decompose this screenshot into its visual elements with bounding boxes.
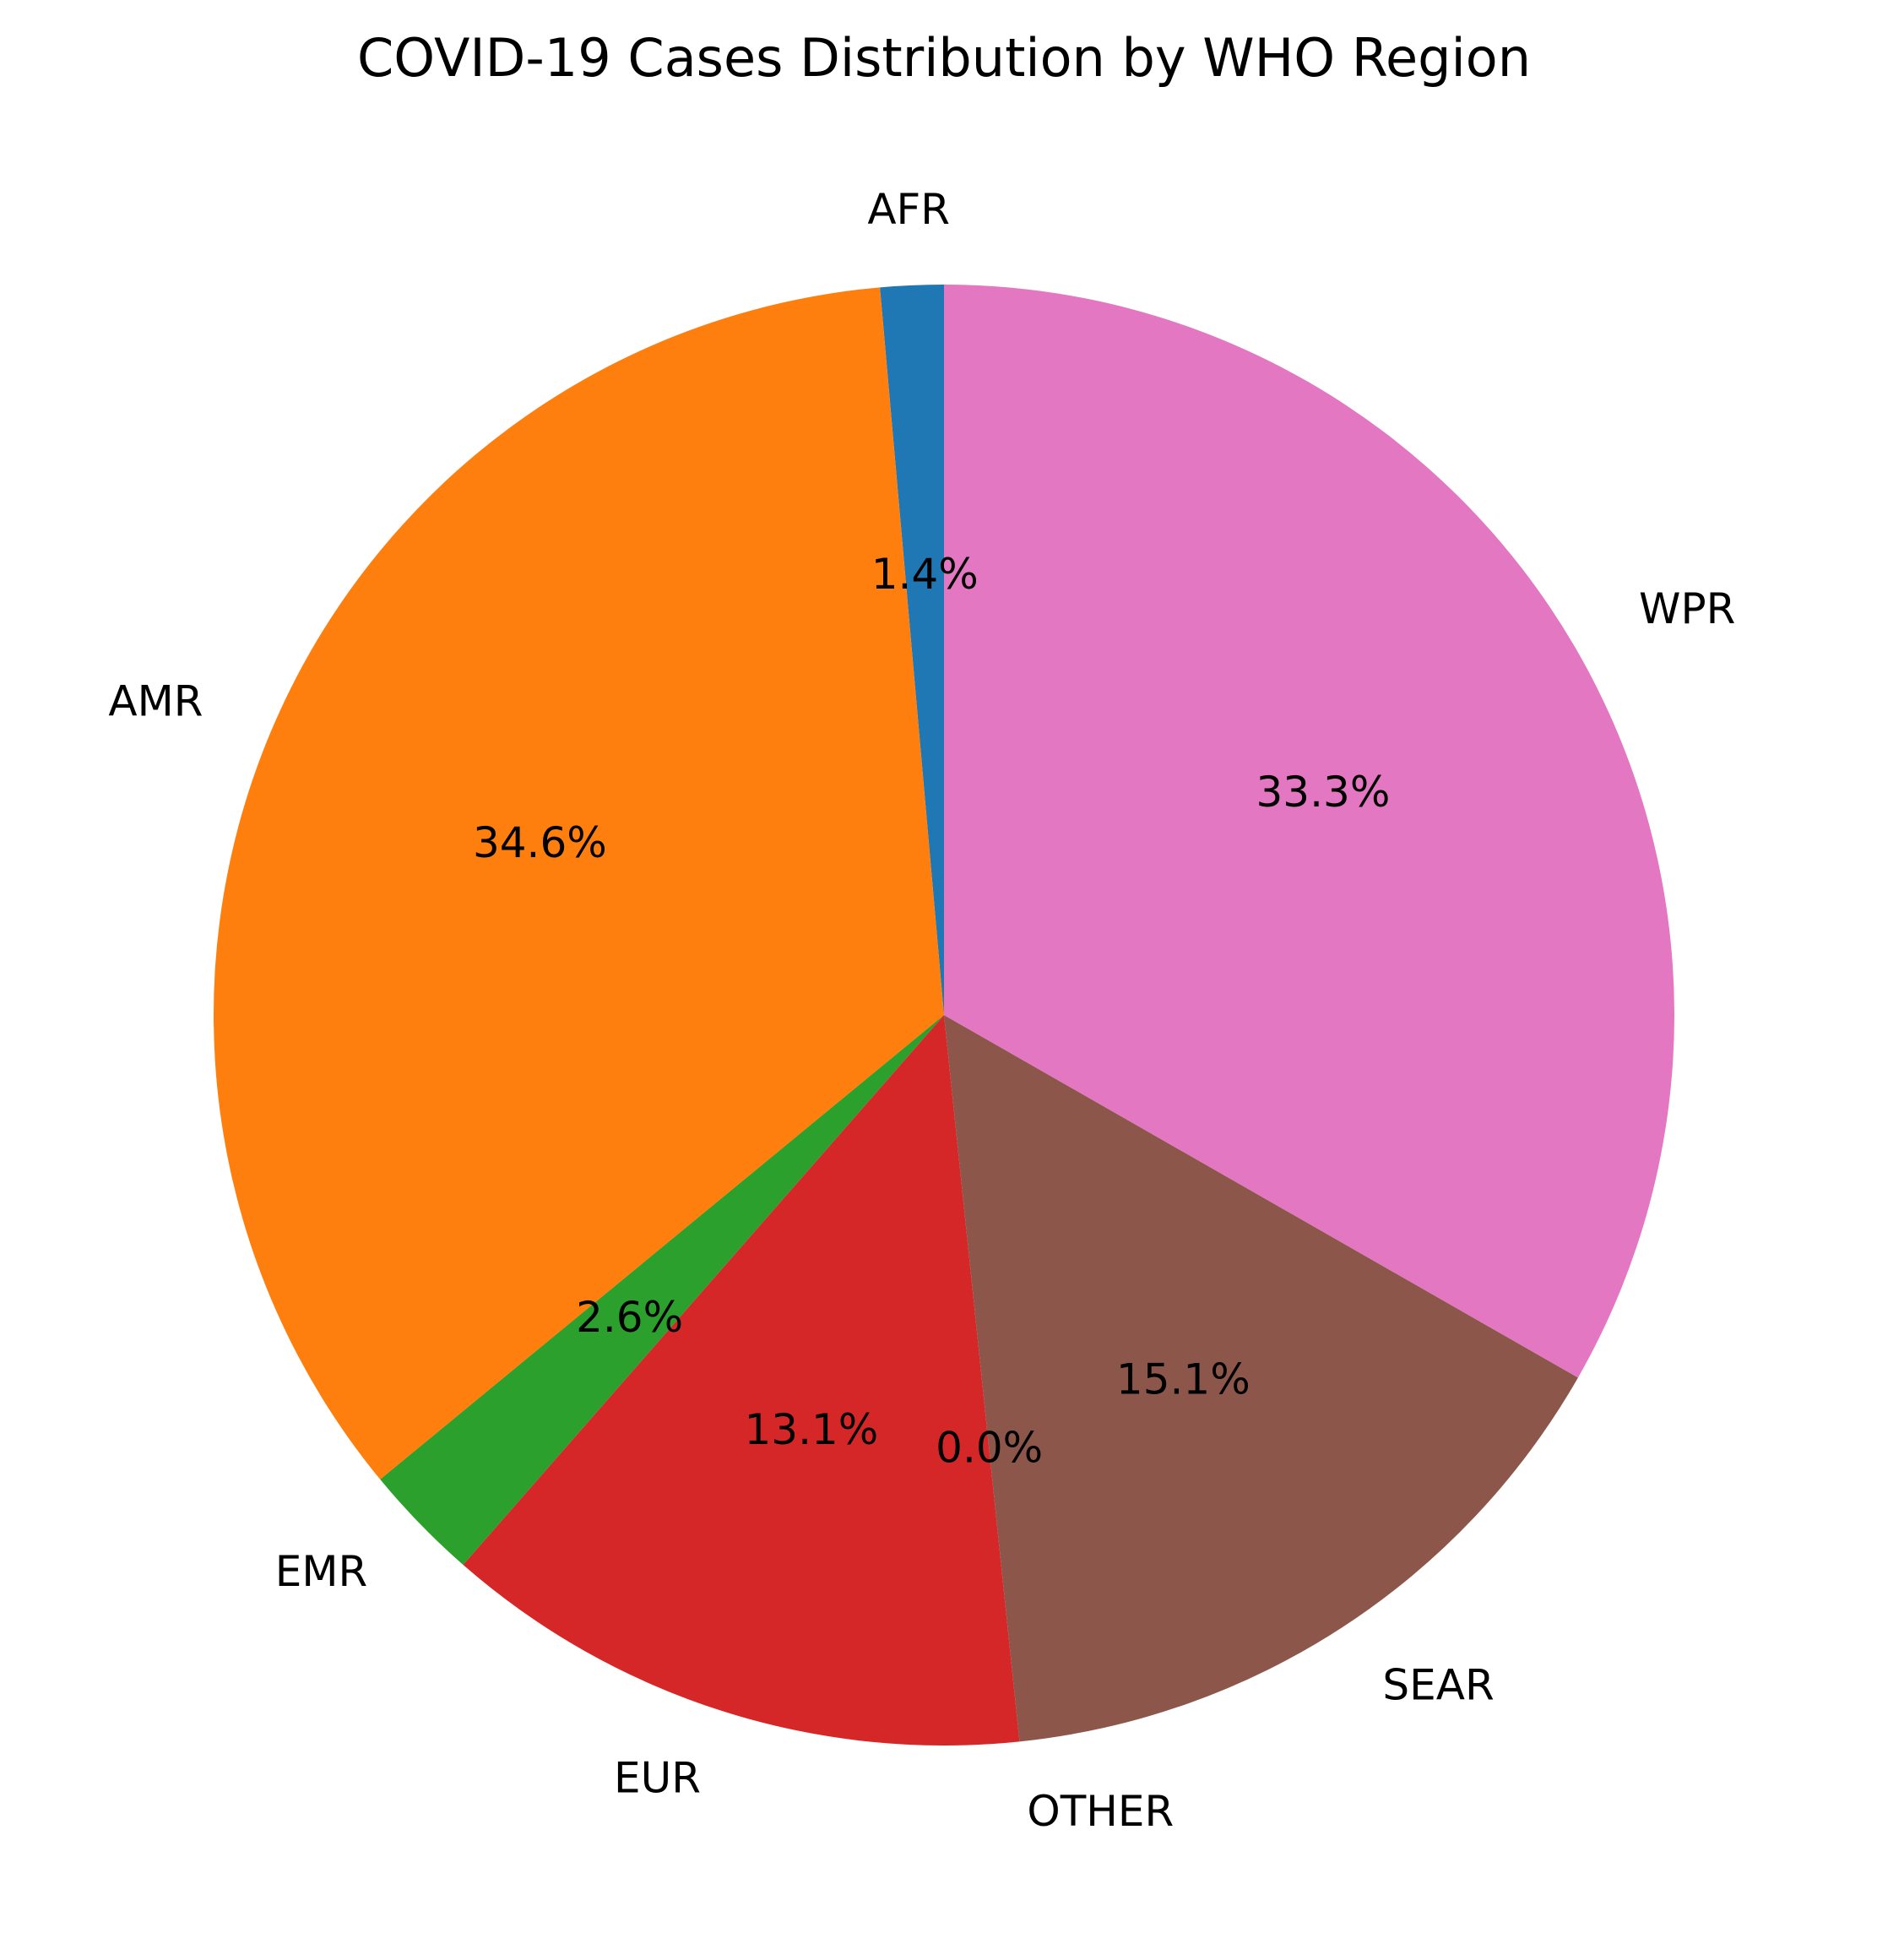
pct-label-amr: 34.6% — [473, 818, 607, 867]
slice-label-other: OTHER — [1027, 1787, 1174, 1836]
pct-label-sear: 15.1% — [1116, 1355, 1251, 1403]
slice-label-emr: EMR — [275, 1547, 367, 1596]
slice-wpr — [944, 285, 1674, 1378]
slice-emr — [380, 1015, 944, 1566]
pie-slices — [213, 285, 1674, 1746]
slice-label-wpr: WPR — [1639, 584, 1735, 633]
pct-label-emr: 2.6% — [576, 1293, 683, 1342]
slice-label-afr: AFR — [867, 185, 950, 234]
pct-label-eur: 13.1% — [744, 1405, 878, 1454]
slice-amr — [213, 287, 944, 1480]
pct-label-other: 0.0% — [936, 1424, 1043, 1473]
slice-label-amr: AMR — [108, 677, 203, 726]
pct-label-wpr: 33.3% — [1256, 768, 1391, 817]
slice-eur — [463, 1015, 1020, 1746]
pie-labels: AFR 1.4% AMR 34.6% EMR 2.6% EUR 13.1% OTHER 0.0% S… — [108, 185, 1735, 1836]
pct-label-afr: 1.4% — [871, 550, 979, 599]
slice-afr — [880, 285, 944, 1015]
slice-sear — [944, 1015, 1578, 1742]
slice-label-sear: SEAR — [1382, 1661, 1494, 1710]
chart-title: COVID-19 Cases Distribution by WHO Regio… — [357, 27, 1531, 89]
slice-label-eur: EUR — [614, 1753, 701, 1802]
